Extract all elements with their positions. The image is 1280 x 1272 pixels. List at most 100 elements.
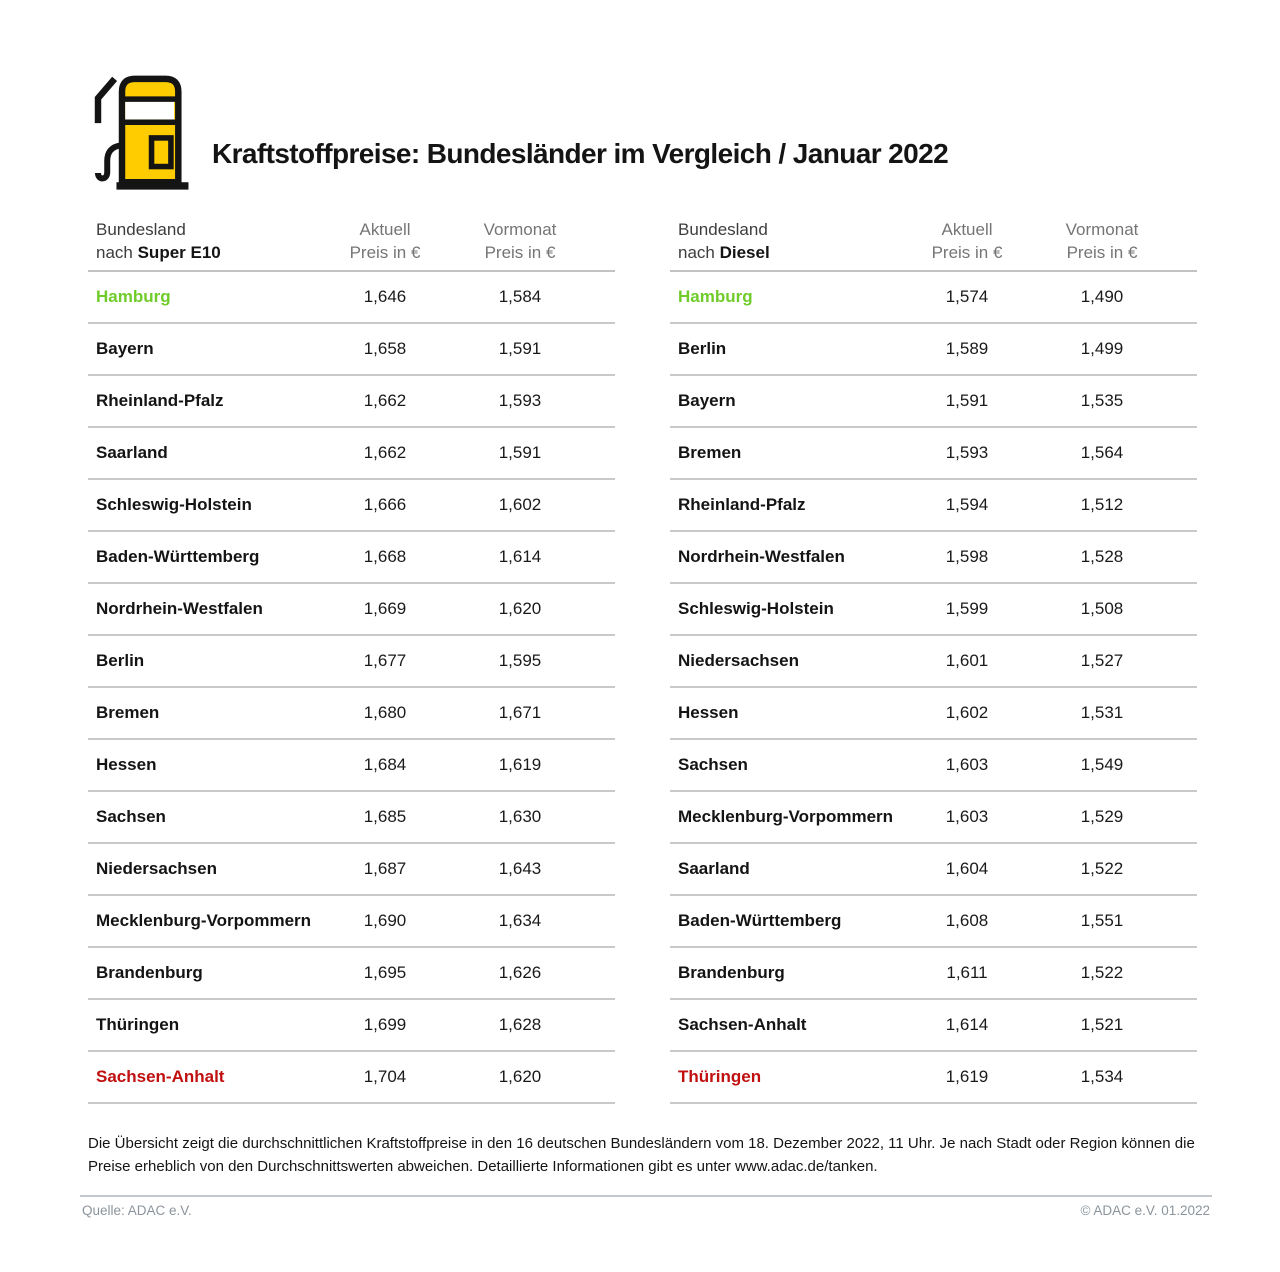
previous-month-price: 1,527 [1080, 651, 1124, 670]
state-name: Mecklenburg-Vorpommern [678, 807, 894, 826]
state-name: Rheinland-Pfalz [96, 391, 224, 410]
previous-month-price: 1,499 [1080, 339, 1124, 358]
header-bundesland-label: Bundesland [678, 220, 768, 239]
table-row: Saarland 1,604 1,522 [670, 844, 1197, 896]
current-price: 1,685 [363, 807, 407, 826]
column-header-vormonat: Vormonat Preis in € [1047, 218, 1197, 264]
state-name: Hamburg [678, 287, 753, 306]
current-price: 1,603 [945, 807, 989, 826]
current-price: 1,680 [363, 703, 407, 722]
table-row: Nordrhein-Westfalen 1,598 1,528 [670, 532, 1197, 584]
current-price: 1,690 [363, 911, 407, 930]
state-name: Bayern [96, 339, 154, 358]
table-header-super-e10: Bundesland nach Super E10 Aktuell Preis … [88, 218, 615, 272]
state-name: Nordrhein-Westfalen [96, 599, 263, 618]
table-row: Bayern 1,591 1,535 [670, 376, 1197, 428]
table-row: Bayern 1,658 1,591 [88, 324, 615, 376]
header-vormonat-unit: Preis in € [484, 243, 556, 262]
current-price: 1,662 [363, 443, 407, 462]
current-price: 1,668 [363, 547, 407, 566]
current-price: 1,669 [363, 599, 407, 618]
previous-month-price: 1,614 [498, 547, 542, 566]
table-row: Rheinland-Pfalz 1,594 1,512 [670, 480, 1197, 532]
footnote-line-1: Die Übersicht zeigt die durchschnittlich… [88, 1135, 1195, 1152]
state-name: Saarland [678, 859, 750, 878]
state-name: Brandenburg [96, 963, 203, 982]
table-row: Bremen 1,680 1,671 [88, 688, 615, 740]
state-name: Berlin [678, 339, 727, 358]
current-price: 1,604 [945, 859, 989, 878]
state-name: Niedersachsen [96, 859, 217, 878]
previous-month-price: 1,634 [498, 911, 542, 930]
header-fuel-name: Super E10 [137, 243, 221, 262]
current-price: 1,662 [363, 391, 407, 410]
previous-month-price: 1,564 [1080, 443, 1124, 462]
current-price: 1,695 [363, 963, 407, 982]
current-price: 1,599 [945, 599, 989, 618]
previous-month-price: 1,620 [498, 599, 542, 618]
state-name: Hessen [678, 703, 739, 722]
state-name: Sachsen [678, 755, 748, 774]
previous-month-price: 1,522 [1080, 859, 1124, 878]
previous-month-price: 1,591 [498, 339, 542, 358]
footnote-line-2: Preise erheblich von den Durchschnittswe… [88, 1158, 878, 1175]
footer-divider [80, 1195, 1212, 1197]
previous-month-price: 1,522 [1080, 963, 1124, 982]
state-name: Saarland [96, 443, 168, 462]
current-price: 1,687 [363, 859, 407, 878]
column-header-aktuell: Aktuell Preis in € [335, 218, 465, 264]
state-name: Hessen [96, 755, 157, 774]
state-name: Thüringen [678, 1067, 762, 1086]
column-header-bundesland: Bundesland nach Diesel [670, 218, 917, 264]
previous-month-price: 1,512 [1080, 495, 1124, 514]
table-row: Schleswig-Holstein 1,599 1,508 [670, 584, 1197, 636]
previous-month-price: 1,528 [1080, 547, 1124, 566]
header-nach-label: nach [678, 243, 720, 262]
column-header-aktuell: Aktuell Preis in € [917, 218, 1047, 264]
state-name: Berlin [96, 651, 145, 670]
table-row: Berlin 1,589 1,499 [670, 324, 1197, 376]
current-price: 1,646 [363, 287, 407, 306]
previous-month-price: 1,630 [498, 807, 542, 826]
previous-month-price: 1,534 [1080, 1067, 1124, 1086]
current-price: 1,684 [363, 755, 407, 774]
previous-month-price: 1,529 [1080, 807, 1124, 826]
previous-month-price: 1,593 [498, 391, 542, 410]
state-name: Sachsen-Anhalt [678, 1015, 807, 1034]
current-price: 1,614 [945, 1015, 989, 1034]
table-row: Mecklenburg-Vorpommern 1,603 1,529 [670, 792, 1197, 844]
previous-month-price: 1,508 [1080, 599, 1124, 618]
footer: Quelle: ADAC e.V. © ADAC e.V. 01.2022 [82, 1203, 1210, 1218]
table-row: Sachsen 1,603 1,549 [670, 740, 1197, 792]
previous-month-price: 1,591 [498, 443, 542, 462]
state-name: Baden-Württemberg [96, 547, 260, 566]
table-row: Schleswig-Holstein 1,666 1,602 [88, 480, 615, 532]
header-aktuell-label: Aktuell [941, 220, 993, 239]
current-price: 1,658 [363, 339, 407, 358]
current-price: 1,593 [945, 443, 989, 462]
table-row: Hessen 1,684 1,619 [88, 740, 615, 792]
previous-month-price: 1,551 [1080, 911, 1124, 930]
table-row: Sachsen 1,685 1,630 [88, 792, 615, 844]
current-price: 1,598 [945, 547, 989, 566]
table-row: Hamburg 1,646 1,584 [88, 272, 615, 324]
header-aktuell-label: Aktuell [359, 220, 411, 239]
header-vormonat-unit: Preis in € [1066, 243, 1138, 262]
footnote: Die Übersicht zeigt die durchschnittlich… [88, 1132, 1212, 1178]
current-price: 1,603 [945, 755, 989, 774]
table-row: Hessen 1,602 1,531 [670, 688, 1197, 740]
previous-month-price: 1,521 [1080, 1015, 1124, 1034]
state-name: Rheinland-Pfalz [678, 495, 806, 514]
table-row: Berlin 1,677 1,595 [88, 636, 615, 688]
table-row: Rheinland-Pfalz 1,662 1,593 [88, 376, 615, 428]
copyright-label: © ADAC e.V. 01.2022 [1080, 1203, 1210, 1218]
table-diesel: Bundesland nach Diesel Aktuell Preis in … [670, 218, 1197, 1104]
previous-month-price: 1,626 [498, 963, 542, 982]
header-fuel-name: Diesel [719, 243, 770, 262]
current-price: 1,704 [363, 1067, 407, 1086]
current-price: 1,589 [945, 339, 989, 358]
current-price: 1,608 [945, 911, 989, 930]
column-header-vormonat: Vormonat Preis in € [465, 218, 615, 264]
state-name: Sachsen-Anhalt [96, 1067, 225, 1086]
